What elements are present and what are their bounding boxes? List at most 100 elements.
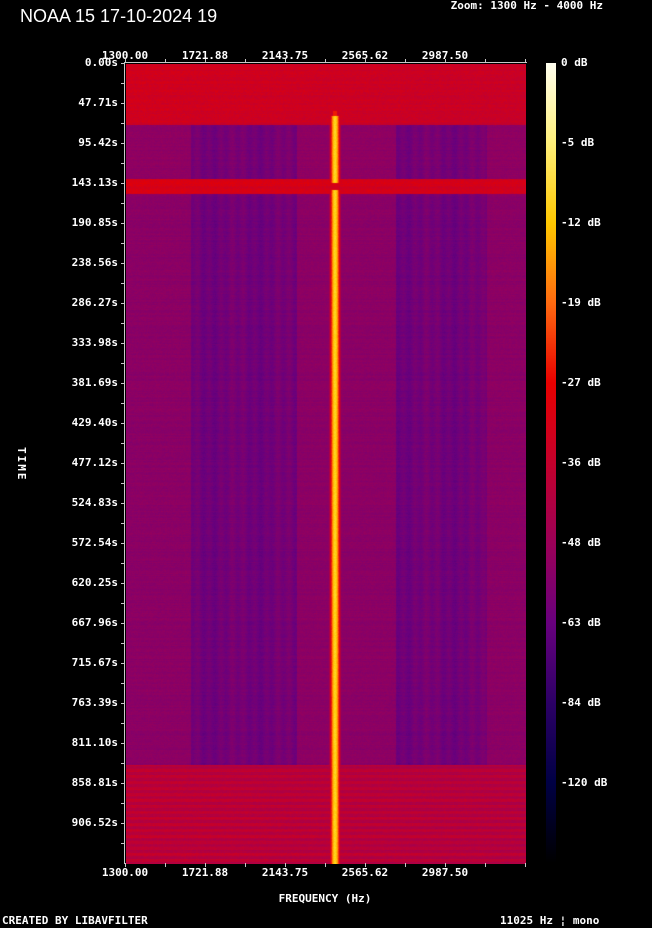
y-tick <box>121 523 125 524</box>
footer-sample-rate: 11025 Hz ¦ mono <box>500 914 600 927</box>
y-tick <box>121 403 125 404</box>
y-tick <box>121 643 125 644</box>
x-tick-top <box>325 59 326 63</box>
colorbar-tick-label: 0 dB <box>561 56 588 69</box>
y-tick-label: 238.56s <box>71 256 118 269</box>
x-tick-label-bottom: 2565.62 <box>341 866 389 879</box>
y-tick-label: 0.00s <box>84 56 118 69</box>
y-tick <box>121 503 125 504</box>
y-tick <box>121 203 125 204</box>
y-tick <box>121 603 125 604</box>
x-tick-top <box>485 59 486 63</box>
y-tick <box>121 163 125 164</box>
x-tick-top <box>125 59 126 63</box>
y-tick-label: 381.69s <box>71 376 118 389</box>
y-tick <box>121 183 125 184</box>
y-tick <box>121 743 125 744</box>
y-tick <box>121 383 125 384</box>
y-tick <box>121 543 125 544</box>
y-tick <box>121 423 125 424</box>
x-tick-label-top: 1300.00 <box>101 49 149 62</box>
y-tick-label: 286.27s <box>71 296 118 309</box>
y-tick-label: 906.52s <box>71 816 118 830</box>
x-tick-bottom <box>365 863 366 867</box>
colorbar <box>546 63 556 863</box>
x-tick-bottom <box>285 863 286 867</box>
y-tick-label: 95.42s <box>78 136 118 149</box>
y-tick-label: 477.12s <box>71 456 118 470</box>
y-tick-label: 333.98s <box>71 336 118 349</box>
x-tick-bottom <box>245 863 246 867</box>
y-tick-label: 858.81s <box>71 776 118 790</box>
y-tick <box>121 363 125 364</box>
x-tick-bottom <box>325 863 326 867</box>
y-tick <box>121 803 125 804</box>
x-tick-bottom <box>445 863 446 867</box>
y-tick <box>121 563 125 564</box>
y-tick <box>121 703 125 704</box>
x-tick-bottom <box>405 863 406 867</box>
colorbar-tick-label: -63 dB <box>561 616 601 629</box>
y-tick-label: 143.13s <box>71 176 118 189</box>
y-tick-label: 572.54s <box>71 536 118 550</box>
x-tick-bottom <box>125 863 126 867</box>
x-tick-top <box>365 59 366 63</box>
y-tick <box>121 663 125 664</box>
y-tick <box>121 103 125 104</box>
spectrogram-heatmap <box>126 64 526 864</box>
footer-credit: CREATED BY LIBAVFILTER <box>2 914 148 927</box>
y-tick <box>121 303 125 304</box>
y-tick <box>121 63 125 64</box>
y-tick-label: 429.40s <box>71 416 118 429</box>
y-tick <box>121 143 125 144</box>
colorbar-tick-label: -36 dB <box>561 456 601 469</box>
x-tick-top <box>445 59 446 63</box>
x-tick-label-bottom: 2143.75 <box>261 866 309 879</box>
y-tick <box>121 343 125 344</box>
colorbar-tick-label: -19 dB <box>561 296 601 309</box>
y-tick-label: 47.71s <box>78 96 118 109</box>
y-tick <box>121 83 125 84</box>
colorbar-tick-label: -48 dB <box>561 536 601 549</box>
x-tick-label-top: 2565.62 <box>341 49 389 62</box>
y-tick <box>121 223 125 224</box>
y-tick-label: 524.83s <box>71 496 118 510</box>
y-tick <box>121 763 125 764</box>
x-tick-label-top: 2143.75 <box>261 49 309 62</box>
y-tick <box>121 463 125 464</box>
x-tick-label-bottom: 1721.88 <box>181 866 229 879</box>
y-tick <box>121 783 125 784</box>
x-tick-bottom <box>525 863 526 867</box>
x-tick-top <box>165 59 166 63</box>
x-tick-label-top: 2987.50 <box>421 49 469 62</box>
y-tick <box>121 623 125 624</box>
x-axis-label: FREQUENCY (Hz) <box>278 892 372 905</box>
colorbar-tick-label: -27 dB <box>561 376 601 389</box>
x-tick-label-top: 1721.88 <box>181 49 229 62</box>
y-tick-label: 811.10s <box>71 736 118 750</box>
x-tick-top <box>285 59 286 63</box>
x-tick-top <box>245 59 246 63</box>
x-tick-label-bottom: 2987.50 <box>421 866 469 879</box>
x-tick-bottom <box>205 863 206 867</box>
y-tick-label: 190.85s <box>71 216 118 229</box>
x-tick-top <box>525 59 526 63</box>
y-tick <box>121 843 125 844</box>
y-tick-label: 620.25s <box>71 576 118 590</box>
x-tick-bottom <box>165 863 166 867</box>
chart-title: NOAA 15 17-10-2024 19 <box>20 6 218 26</box>
y-tick <box>121 263 125 264</box>
y-tick <box>121 443 125 444</box>
zoom-range-label: Zoom: 1300 Hz - 4000 Hz <box>450 0 603 12</box>
y-tick <box>121 123 125 124</box>
y-tick <box>121 583 125 584</box>
y-tick <box>121 283 125 284</box>
x-tick-label-bottom: 1300.00 <box>101 866 149 879</box>
colorbar-tick-label: -120 dB <box>561 776 608 789</box>
x-tick-top <box>405 59 406 63</box>
y-tick-label: 667.96s <box>71 616 118 630</box>
y-tick <box>121 723 125 724</box>
spectrogram-plot <box>125 63 526 864</box>
y-tick <box>121 243 125 244</box>
x-tick-top <box>205 59 206 63</box>
